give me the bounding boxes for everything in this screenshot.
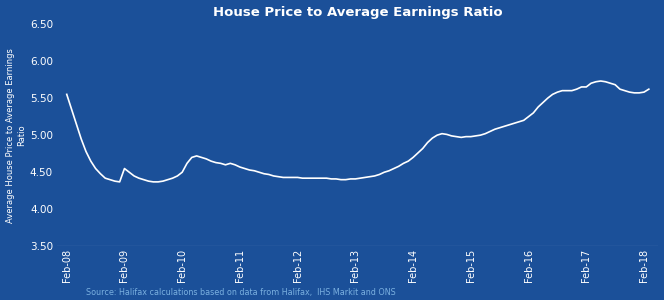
Text: Source: Halifax calculations based on data from Halifax,  IHS Markit and ONS: Source: Halifax calculations based on da… (86, 288, 396, 297)
Y-axis label: Average House Price to Average Earnings
Ratio: Average House Price to Average Earnings … (5, 48, 26, 223)
Title: House Price to Average Earnings Ratio: House Price to Average Earnings Ratio (213, 6, 503, 19)
